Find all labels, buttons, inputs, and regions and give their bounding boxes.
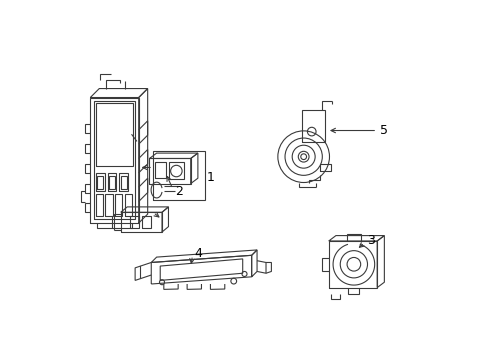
Text: 1: 1	[206, 171, 214, 184]
Text: 5: 5	[379, 124, 387, 137]
Text: 4: 4	[194, 247, 202, 260]
Text: 3: 3	[367, 234, 375, 247]
Text: 2: 2	[175, 185, 183, 198]
